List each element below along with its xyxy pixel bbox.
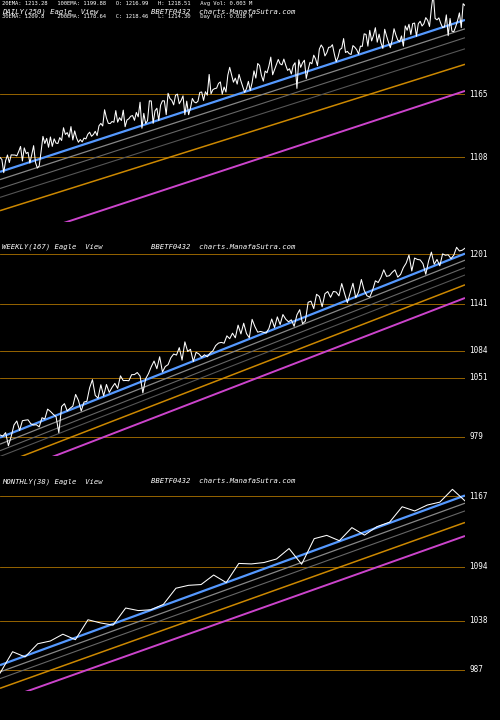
Text: 1084: 1084 [469,346,488,355]
Text: 1201: 1201 [469,250,488,259]
Text: 30EMA: 1209.8    200EMA: 1178.64   C: 1218.46   L: 1214.30   Day Vol: 0.038 M: 30EMA: 1209.8 200EMA: 1178.64 C: 1218.46… [2,14,253,19]
Text: DAILY(250) Eagle  View: DAILY(250) Eagle View [2,9,98,15]
Text: WEEKLY(167) Eagle  View: WEEKLY(167) Eagle View [2,243,103,250]
Text: 1167: 1167 [469,492,488,501]
Text: 979: 979 [469,432,483,441]
Text: 1108: 1108 [469,153,488,162]
Text: 1051: 1051 [469,373,488,382]
Text: 1141: 1141 [469,300,488,308]
Text: BBETF0432  charts.ManafaSutra.com: BBETF0432 charts.ManafaSutra.com [151,243,296,250]
Text: 1038: 1038 [469,616,488,625]
Text: 987: 987 [469,665,483,675]
Text: MONTHLY(38) Eagle  View: MONTHLY(38) Eagle View [2,478,103,485]
Text: 1165: 1165 [469,90,488,99]
Text: 1094: 1094 [469,562,488,572]
Text: BBETF0432  charts.ManafaSutra.com: BBETF0432 charts.ManafaSutra.com [151,9,296,15]
Text: 20EMA: 1213.28   100EMA: 1199.88   O: 1216.99   H: 1218.51   Avg Vol: 0.003 M: 20EMA: 1213.28 100EMA: 1199.88 O: 1216.9… [2,1,253,6]
Text: BBETF0432  charts.ManafaSutra.com: BBETF0432 charts.ManafaSutra.com [151,478,296,485]
